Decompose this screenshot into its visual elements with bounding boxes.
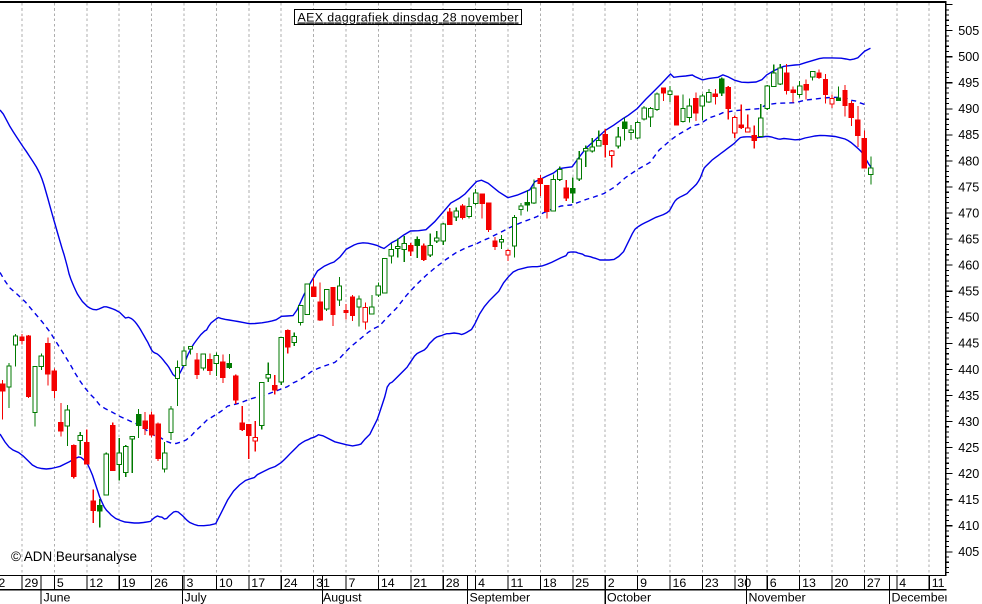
svg-text:December: December (892, 591, 949, 604)
svg-text:6: 6 (770, 576, 777, 590)
svg-text:25: 25 (575, 576, 589, 590)
svg-text:450: 450 (958, 311, 979, 325)
svg-text:9: 9 (640, 576, 647, 590)
svg-text:465: 465 (958, 233, 979, 247)
svg-text:410: 410 (958, 519, 979, 533)
svg-text:4: 4 (899, 576, 906, 590)
svg-text:30: 30 (737, 576, 751, 590)
svg-text:420: 420 (958, 467, 979, 481)
svg-text:4: 4 (478, 576, 485, 590)
svg-text:September: September (470, 591, 531, 604)
svg-text:21: 21 (413, 576, 427, 590)
svg-text:500: 500 (958, 50, 979, 64)
svg-text:23: 23 (705, 576, 719, 590)
svg-text:11: 11 (932, 576, 945, 590)
svg-text:495: 495 (958, 76, 979, 90)
svg-text:455: 455 (958, 285, 979, 299)
svg-text:7: 7 (349, 576, 356, 590)
svg-text:11: 11 (511, 576, 524, 590)
svg-text:© ADN Beursanalyse: © ADN Beursanalyse (11, 549, 137, 564)
svg-text:10: 10 (219, 576, 233, 590)
svg-text:405: 405 (958, 545, 979, 559)
svg-text:18: 18 (543, 576, 557, 590)
svg-text:415: 415 (958, 493, 979, 507)
svg-text:480: 480 (958, 154, 979, 168)
svg-text:12: 12 (89, 576, 103, 590)
svg-text:November: November (749, 591, 806, 604)
svg-text:460: 460 (958, 259, 979, 273)
svg-text:505: 505 (958, 24, 979, 38)
svg-text:August: August (323, 591, 362, 604)
svg-text:475: 475 (958, 180, 979, 194)
svg-text:22: 22 (0, 576, 5, 590)
svg-text:26: 26 (154, 576, 168, 590)
svg-text:490: 490 (958, 102, 979, 116)
svg-text:445: 445 (958, 337, 979, 351)
svg-text:19: 19 (122, 576, 136, 590)
svg-text:27: 27 (867, 576, 881, 590)
svg-text:3: 3 (187, 576, 194, 590)
svg-text:485: 485 (958, 128, 979, 142)
svg-text:14: 14 (381, 576, 395, 590)
svg-text:13: 13 (802, 576, 816, 590)
svg-text:AEX daggrafiek dinsdag 28 nove: AEX daggrafiek dinsdag 28 november (298, 11, 519, 25)
svg-text:430: 430 (958, 415, 979, 429)
svg-text:20: 20 (835, 576, 849, 590)
svg-text:July: July (185, 591, 208, 604)
svg-text:24: 24 (284, 576, 298, 590)
svg-text:16: 16 (673, 576, 687, 590)
svg-text:31: 31 (316, 576, 330, 590)
svg-text:29: 29 (25, 576, 39, 590)
svg-text:470: 470 (958, 206, 979, 220)
svg-text:425: 425 (958, 441, 979, 455)
svg-text:440: 440 (958, 363, 979, 377)
svg-text:2: 2 (608, 576, 615, 590)
svg-text:28: 28 (446, 576, 460, 590)
svg-text:June: June (44, 591, 71, 604)
svg-text:October: October (607, 591, 651, 604)
svg-text:5: 5 (57, 576, 64, 590)
svg-text:435: 435 (958, 389, 979, 403)
svg-text:17: 17 (251, 576, 265, 590)
